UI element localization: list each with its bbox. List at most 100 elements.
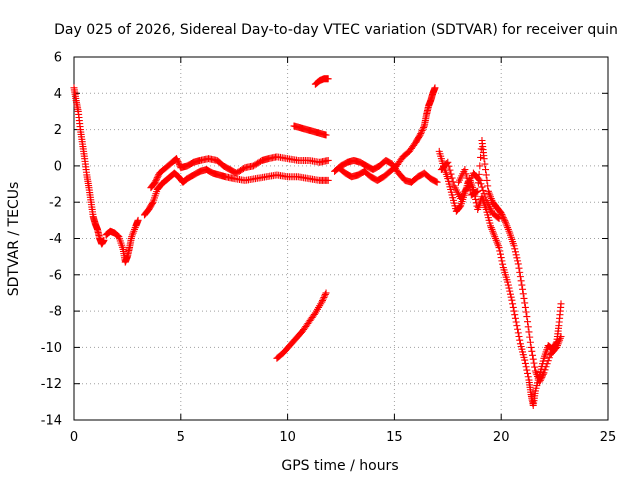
data-point-marker [475,175,483,183]
data-point-marker [497,254,505,262]
y-tick-label: -12 [41,377,62,392]
data-point-marker [476,176,484,184]
x-tick-label: 20 [493,430,510,445]
series-segment-9 [335,84,439,184]
data-point-marker [538,373,546,381]
data-point-marker [536,378,544,386]
data-point-marker [539,370,547,378]
data-point-marker [148,199,156,207]
data-point-marker [318,298,326,306]
data-point-marker [531,363,539,371]
data-point-marker [495,215,503,223]
data-point-marker [516,273,524,281]
data-point-marker [529,355,537,363]
data-point-marker [152,177,160,185]
data-point-marker [478,183,486,191]
data-point-marker [520,294,528,302]
data-point-marker [500,215,508,223]
data-point-marker [514,257,522,265]
series-segment-7 [290,122,330,139]
data-point-marker [494,214,502,222]
data-point-marker [433,178,441,186]
data-point-marker [516,336,524,344]
data-points [70,75,565,409]
data-point-marker [510,307,518,315]
data-point-marker [322,131,330,139]
data-point-marker [525,328,533,336]
data-point-marker [537,375,545,383]
data-point-marker [522,363,530,371]
data-point-marker [324,176,332,184]
data-point-marker [448,174,456,182]
data-point-marker [321,292,329,300]
series-segment-6 [311,75,332,88]
series-segment-4 [147,153,332,192]
y-tick-label: -6 [49,268,62,283]
series-segment-2 [102,216,142,266]
data-point-marker [318,297,326,305]
data-point-marker [320,293,328,301]
data-point-marker [482,166,490,174]
x-tick-label: 15 [386,430,403,445]
data-point-marker [519,290,527,298]
data-point-marker [417,130,425,138]
data-point-marker [538,372,546,380]
data-point-marker [507,293,515,301]
x-tick-label: 25 [600,430,617,445]
data-point-marker [479,186,487,194]
data-point-marker [521,359,529,367]
data-point-marker [524,369,532,377]
data-point-marker [456,203,464,211]
data-point-marker [510,242,518,250]
y-tick-label: -10 [41,341,62,356]
data-point-marker [524,323,532,331]
data-point-marker [432,178,440,186]
y-tick-label: 2 [54,123,62,138]
grid [74,57,608,420]
data-point-marker [526,338,534,346]
y-tick-label: 6 [54,51,62,66]
data-point-marker [476,162,484,170]
data-point-marker [515,333,523,341]
data-point-marker [542,363,550,371]
data-point-marker [321,290,329,298]
data-point-marker [521,299,529,307]
data-point-marker [509,300,517,308]
data-point-marker [495,244,503,252]
data-point-marker [466,187,474,195]
series-segment-5 [273,289,330,362]
x-tick-label: 10 [279,430,296,445]
series-segment-11 [454,136,565,386]
data-point-marker [153,174,161,182]
data-point-marker [481,193,489,201]
data-point-marker [523,313,531,321]
data-point-marker [501,217,509,225]
data-point-marker [519,285,527,293]
data-point-marker [480,190,488,198]
data-point-marker [513,254,521,262]
data-point-marker [444,158,452,166]
data-point-marker [509,303,517,311]
data-point-marker [521,303,529,311]
data-point-marker [511,311,519,319]
series-segment-8 [331,156,441,186]
data-point-marker [508,296,516,304]
data-point-marker [528,347,536,355]
data-point-marker [512,251,520,259]
data-point-marker [504,281,512,289]
data-point-marker [449,178,457,186]
data-point-marker [543,360,551,368]
data-point-marker [517,277,525,285]
data-point-marker [474,187,482,195]
data-point-marker [541,366,549,374]
y-tick-label: 0 [54,159,62,174]
data-point-marker [134,216,142,224]
data-point-marker [526,333,534,341]
data-point-marker [153,175,161,183]
data-point-marker [504,278,512,286]
data-point-marker [524,318,532,326]
data-point-marker [154,172,162,180]
data-point-marker [524,373,532,381]
data-point-marker [499,212,507,220]
